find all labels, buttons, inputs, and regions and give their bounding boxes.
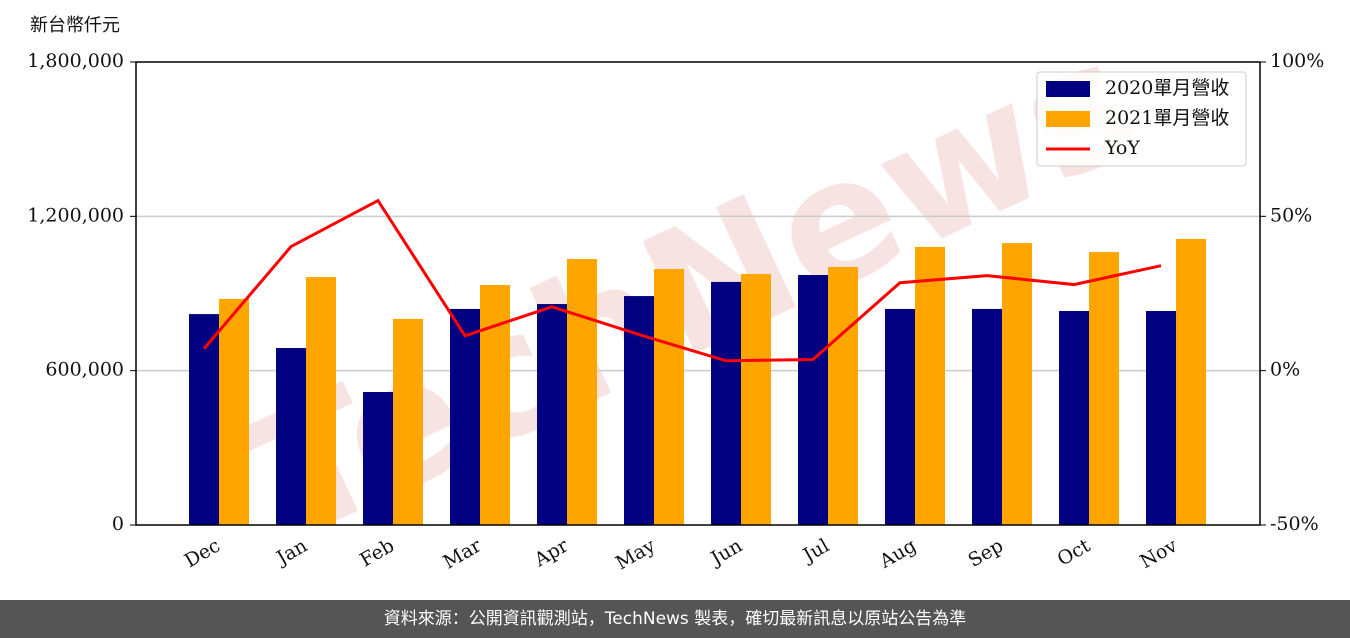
line <box>202 198 1162 363</box>
bar <box>537 304 567 525</box>
y-tick-label: 1,800,000 <box>27 50 124 72</box>
bar <box>1089 252 1119 525</box>
legend-label: 2021單月營收 <box>1105 107 1229 129</box>
bar <box>393 318 423 525</box>
x-tick-label: Nov <box>1136 534 1181 573</box>
chart: 新台幣仟元 TechNews 0600,0001,200,0001,800,00… <box>27 0 1324 579</box>
x-tick-label: Jul <box>798 535 833 568</box>
y2-tick-label: 100% <box>1270 50 1324 72</box>
x-tick-label: Sep <box>964 535 1007 572</box>
bar <box>885 308 915 525</box>
bar <box>1002 243 1032 525</box>
legend-swatch <box>1046 81 1090 97</box>
bar <box>828 267 858 525</box>
bar <box>450 308 480 525</box>
y-axis-label: 新台幣仟元 <box>30 15 120 36</box>
footer: 資料來源：公開資訊觀測站，TechNews 製表，確切最新訊息以原站公告為準 <box>0 600 1350 638</box>
bar <box>276 348 306 525</box>
plot-frame <box>135 61 1261 526</box>
bar <box>189 314 219 525</box>
bar <box>306 277 336 525</box>
bar <box>1059 310 1089 525</box>
bar <box>567 259 597 525</box>
x-tick-label: Apr <box>530 534 573 571</box>
bar <box>972 308 1002 525</box>
x-tick-label: Aug <box>875 535 920 574</box>
bar <box>741 273 771 525</box>
bar <box>711 281 741 525</box>
x-tick-label: Mar <box>439 534 485 573</box>
bar <box>798 274 828 525</box>
y-tick-label: 600,000 <box>45 359 124 381</box>
legend-label: YoY <box>1104 137 1140 159</box>
bar <box>1146 310 1176 525</box>
bar <box>915 246 945 525</box>
y-tick-label: 1,200,000 <box>27 204 124 226</box>
y2-tick-label: -50% <box>1270 513 1319 535</box>
bar <box>219 298 249 525</box>
y2-tick-label: 0% <box>1270 359 1300 381</box>
x-tick-label: May <box>612 534 659 574</box>
bar <box>654 269 684 525</box>
legend-label: 2020單月營收 <box>1105 77 1229 99</box>
x-tick-label: Oct <box>1054 534 1095 570</box>
y2-tick-label: 50% <box>1270 204 1312 226</box>
legend-swatch <box>1046 111 1090 127</box>
y-tick-label: 0 <box>112 513 124 535</box>
bar <box>1176 238 1206 526</box>
x-tick-label: Dec <box>181 535 224 573</box>
x-tick-label: Jun <box>705 535 746 571</box>
bar <box>363 392 393 525</box>
